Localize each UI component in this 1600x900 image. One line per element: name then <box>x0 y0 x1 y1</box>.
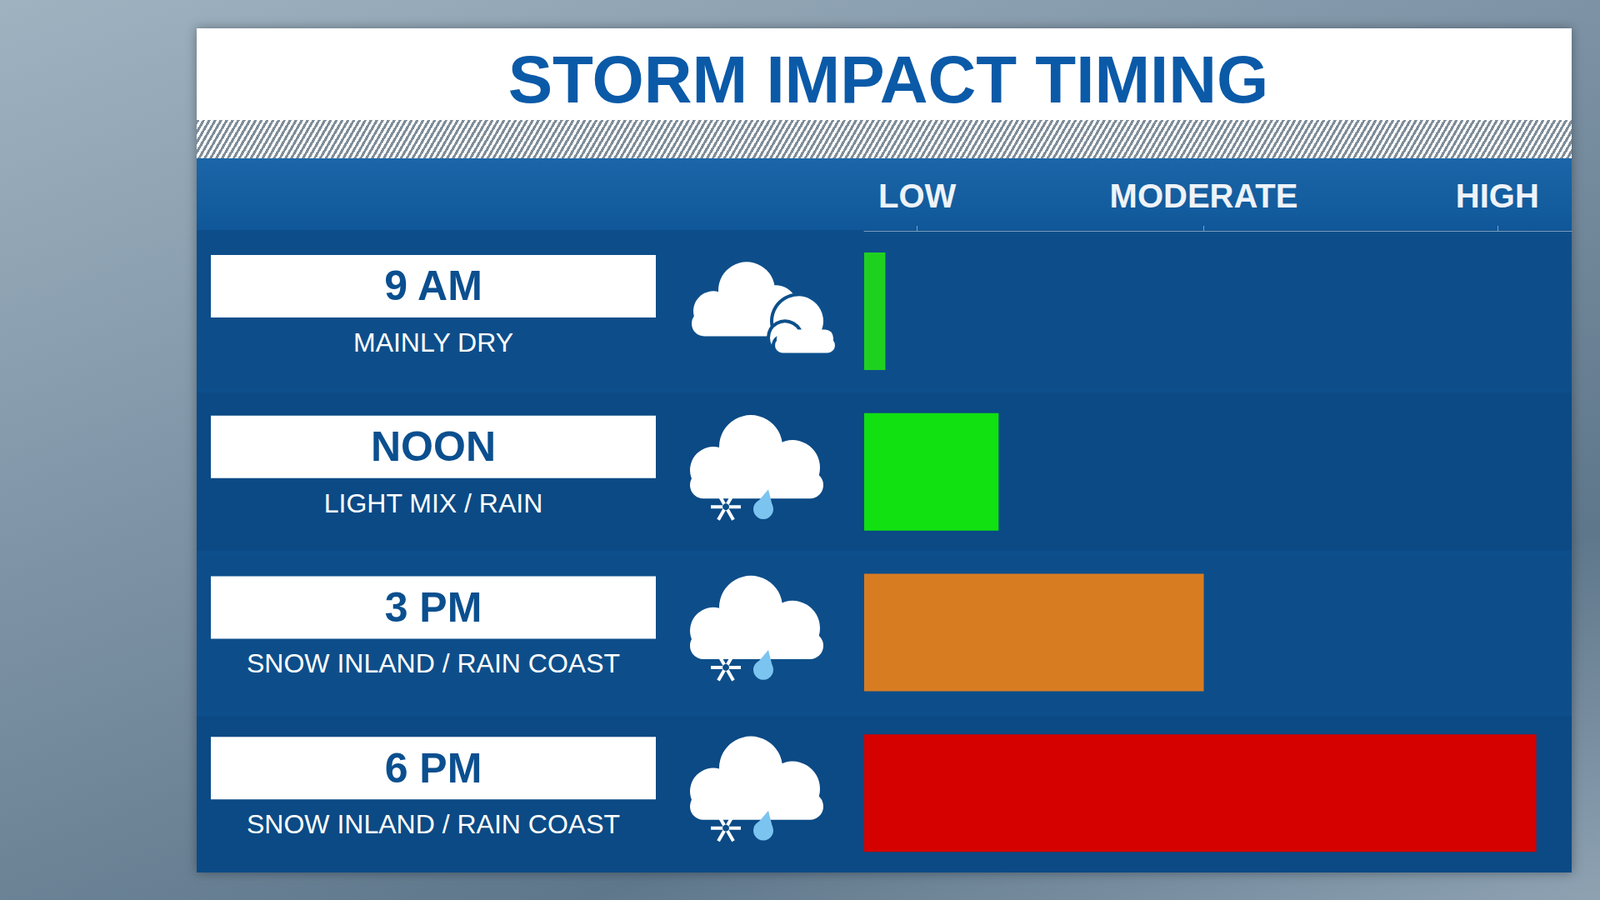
svg-text:NOON: NOON <box>370 423 496 470</box>
svg-text:STORM IMPACT TIMING: STORM IMPACT TIMING <box>508 42 1270 117</box>
svg-text:MAINLY DRY: MAINLY DRY <box>353 327 514 358</box>
svg-text:6 PM: 6 PM <box>385 745 483 792</box>
svg-text:MODERATE: MODERATE <box>1110 177 1299 215</box>
svg-text:9 AM: 9 AM <box>384 262 483 310</box>
svg-text:SNOW INLAND / RAIN COAST: SNOW INLAND / RAIN COAST <box>246 809 620 840</box>
svg-text:LIGHT MIX / RAIN: LIGHT MIX / RAIN <box>324 488 544 519</box>
svg-text:LOW: LOW <box>878 177 957 215</box>
svg-text:SNOW INLAND / RAIN COAST: SNOW INLAND / RAIN COAST <box>246 648 620 679</box>
svg-text:HIGH: HIGH <box>1455 177 1540 215</box>
svg-text:3 PM: 3 PM <box>385 584 483 631</box>
